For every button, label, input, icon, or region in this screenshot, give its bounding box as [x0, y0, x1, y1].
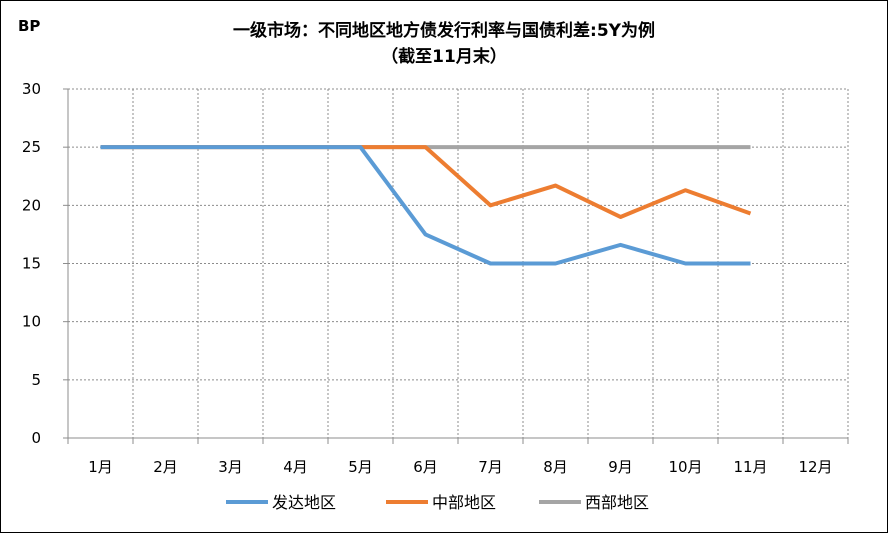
- y-tick-label: 30: [22, 80, 41, 98]
- y-tick-label: 5: [31, 371, 41, 389]
- chart-title-block: 一级市场：不同地区地方债发行利率与国债利差:5Y为例 （截至11月末）: [0, 18, 888, 70]
- y-tick-label: 25: [22, 138, 41, 156]
- series-lines: [100, 145, 752, 266]
- axes: [63, 88, 849, 444]
- x-tick-label: 5月: [348, 458, 373, 476]
- y-tick-label: 20: [22, 196, 41, 214]
- x-tick-label: 1月: [88, 458, 113, 476]
- x-tick-label: 2月: [153, 458, 178, 476]
- x-tick-label: 6月: [413, 458, 438, 476]
- x-tick-labels: 1月 2月 3月 4月 5月 6月 7月 8月 9月 10月 11月 12月: [88, 458, 832, 476]
- x-tick-label: 9月: [608, 458, 633, 476]
- x-tick-label: 10月: [668, 458, 702, 476]
- x-tick-label: 8月: [543, 458, 568, 476]
- x-tick-label: 7月: [478, 458, 503, 476]
- x-tick-label: 4月: [283, 458, 308, 476]
- chart-subtitle: （截至11月末）: [381, 47, 507, 67]
- legend-label: 西部地区: [585, 493, 649, 512]
- y-tick-label: 15: [22, 255, 41, 273]
- x-tick-label: 3月: [218, 458, 243, 476]
- y-unit-label: BP: [18, 17, 41, 35]
- y-tick-label: 10: [22, 313, 41, 331]
- y-tick-label: 0: [31, 429, 41, 447]
- legend-label: 中部地区: [432, 493, 496, 512]
- x-tick-label: 12月: [798, 458, 832, 476]
- legend: 发达地区 中部地区 西部地区: [226, 493, 649, 512]
- chart-title: 一级市场：不同地区地方债发行利率与国债利差:5Y为例: [233, 21, 655, 41]
- legend-label: 发达地区: [272, 493, 336, 512]
- x-tick-label: 11月: [733, 458, 767, 476]
- series-line: [100, 145, 751, 266]
- y-tick-labels: 0 5 10 15 20 25 30: [22, 80, 41, 447]
